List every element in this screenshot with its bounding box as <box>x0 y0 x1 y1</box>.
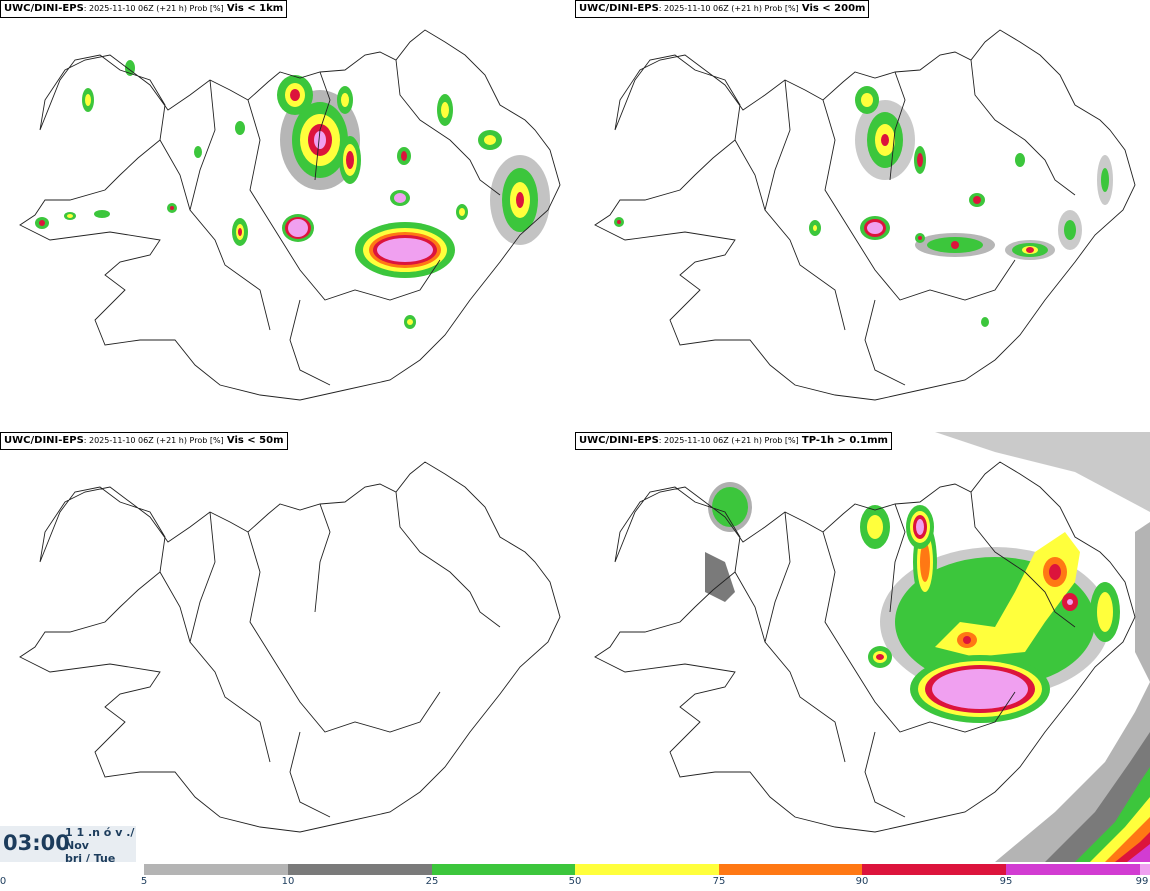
colorbar-tick-label: 99 <box>1135 876 1149 887</box>
coastline-and-borders <box>19 29 561 401</box>
panel-run-info: : 2025-11-10 06Z (+21 h) Prob [%] <box>83 4 224 13</box>
colorbar-tick-label: 5 <box>140 876 148 887</box>
panel-source: UWC/DINI-EPS <box>579 3 659 14</box>
colorbar-tick-label: 95 <box>999 876 1013 887</box>
probability-colorbar: 0 5 10 25 50 75 90 95 99 <box>0 862 1150 891</box>
panel-run-info: : 2025-11-10 06Z (+21 h) Prob [%] <box>83 436 224 445</box>
coastline-and-borders <box>594 461 1136 833</box>
valid-date-line: þri / Tue <box>65 852 116 862</box>
panel-run-info: : 2025-11-10 06Z (+21 h) Prob [%] <box>658 4 799 13</box>
colorbar-tick-label: 10 <box>281 876 295 887</box>
panel-title: UWC/DINI-EPS: 2025-11-10 06Z (+21 h) Pro… <box>0 432 288 450</box>
colorbar-segment <box>862 864 1006 875</box>
probability-shading <box>614 86 1113 327</box>
colorbar-segment <box>575 864 719 875</box>
panel-title: UWC/DINI-EPS: 2025-11-10 06Z (+21 h) Pro… <box>0 0 288 18</box>
probability-shading <box>705 432 1150 862</box>
panel-run-info: : 2025-11-10 06Z (+21 h) Prob [%] <box>658 436 799 445</box>
valid-date: 1 1 .n ó v ./ Nov þri / Tue <box>65 826 134 862</box>
colorbar-tick-label: 0 <box>0 876 7 887</box>
iceland-map <box>19 461 561 833</box>
colorbar-tick-label: 90 <box>855 876 869 887</box>
colorbar-tick-label: 75 <box>712 876 726 887</box>
colorbar-segment <box>1006 864 1140 875</box>
panel-variable: Vis < 200m <box>801 3 866 14</box>
coastline-and-borders <box>594 29 1136 401</box>
colorbar-tick-label: 25 <box>425 876 439 887</box>
colorbar-segment <box>288 864 432 875</box>
panel-title: UWC/DINI-EPS: 2025-11-10 06Z (+21 h) Pro… <box>575 432 892 450</box>
panel-title: UWC/DINI-EPS: 2025-11-10 06Z (+21 h) Pro… <box>575 0 870 18</box>
valid-time-box: 03:00 1 1 .n ó v ./ Nov þri / Tue <box>0 826 136 862</box>
panel-variable: TP-1h > 0.1mm <box>801 435 888 446</box>
map-panel-vis-1km: UWC/DINI-EPS: 2025-11-10 06Z (+21 h) Pro… <box>0 0 575 430</box>
probability-shading <box>35 60 550 329</box>
panel-source: UWC/DINI-EPS <box>4 3 84 14</box>
valid-date-line: 1 1 .n ó v ./ <box>65 826 135 839</box>
iceland-map <box>594 432 1150 862</box>
colorbar-tick-label: 50 <box>568 876 582 887</box>
panel-source: UWC/DINI-EPS <box>579 435 659 446</box>
colorbar-segment <box>432 864 575 875</box>
colorbar-segment <box>1140 864 1150 875</box>
map-panel-vis-50m: UWC/DINI-EPS: 2025-11-10 06Z (+21 h) Pro… <box>0 432 575 862</box>
colorbar-segment <box>144 864 288 875</box>
valid-date-line: Nov <box>65 839 89 852</box>
colorbar-segment <box>719 864 862 875</box>
iceland-map <box>594 29 1136 401</box>
map-panel-tp-1h: UWC/DINI-EPS: 2025-11-10 06Z (+21 h) Pro… <box>575 432 1150 862</box>
panel-source: UWC/DINI-EPS <box>4 435 84 446</box>
map-panel-vis-200m: UWC/DINI-EPS: 2025-11-10 06Z (+21 h) Pro… <box>575 0 1150 430</box>
valid-time: 03:00 <box>3 831 70 855</box>
iceland-map <box>19 29 561 401</box>
coastline-and-borders <box>19 461 561 833</box>
panel-variable: Vis < 50m <box>226 435 284 446</box>
panel-variable: Vis < 1km <box>226 3 284 14</box>
